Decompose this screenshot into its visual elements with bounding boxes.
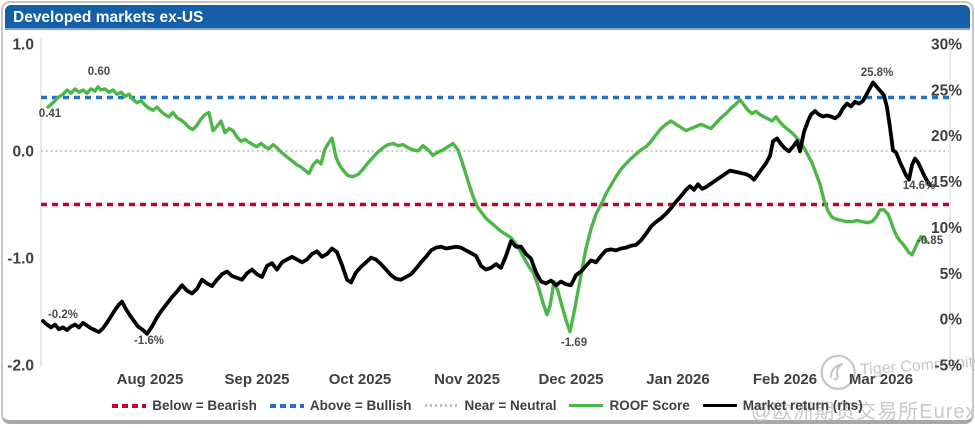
x-tick-label: Jan 2026	[646, 371, 709, 388]
legend-item: Market return (rhs)	[702, 398, 863, 413]
eurex-watermark-text: @欧洲期货交易所Eurex	[751, 401, 975, 423]
legend-swatch-solid	[702, 404, 737, 407]
x-tick-label: Oct 2025	[329, 371, 392, 388]
x-tick-label: Mar 2026	[849, 371, 913, 388]
y-left-tick-label: 1.0	[12, 37, 34, 54]
y-right-tick-label: 20%	[931, 128, 962, 145]
data-label: -1.6%	[134, 335, 164, 347]
y-left-tick-label: -1.0	[7, 251, 34, 268]
series-line	[46, 85, 929, 334]
y-right-tick-label: 10%	[931, 220, 962, 237]
legend: Below = Bearish Above = Bullish Near = Neu…	[3, 398, 972, 413]
x-tick-label: Aug 2025	[117, 371, 184, 388]
data-label: 25.8%	[861, 67, 894, 79]
legend-item: Near = Neutral	[424, 398, 557, 413]
legend-swatch-dashed	[112, 403, 147, 408]
tiger-logo-icon	[820, 354, 856, 390]
legend-label: ROOF Score	[609, 398, 690, 413]
y-left-tick-label: 0.0	[12, 144, 34, 161]
data-label: 0.41	[39, 108, 62, 120]
chart-title-bar: Developed markets ex-US	[5, 5, 970, 30]
x-tick-label: Nov 2025	[434, 371, 500, 388]
legend-item: Below = Bearish	[112, 398, 257, 413]
data-label: 0.60	[88, 66, 110, 78]
tiger-community-watermark: Tiger Community	[818, 343, 975, 392]
legend-label: Market return (rhs)	[742, 398, 863, 413]
data-label: -0.85	[917, 235, 944, 247]
y-right-tick-label: 25%	[931, 82, 962, 99]
y-right-tick-label: 5%	[940, 266, 963, 283]
y-right-tick-label: 15%	[931, 174, 962, 191]
legend-item: ROOF Score	[569, 398, 690, 413]
series-line	[41, 80, 932, 336]
data-label: 14.6%	[903, 180, 936, 192]
y-right-tick-label: 30%	[931, 37, 962, 54]
y-right-tick-label: -5%	[934, 358, 962, 375]
eurex-watermark: @欧洲期货交易所Eurex	[751, 395, 975, 424]
legend-item: Above = Bullish	[269, 398, 412, 413]
chart-canvas: 1.0 0.0 -1.0 -2.0 30% 25% 20% 15% 10% 5% 0% -5% Aug …	[7, 37, 963, 389]
data-label: -1.69	[561, 337, 587, 349]
data-label: -0.2%	[48, 309, 78, 321]
legend-swatch-dotted	[424, 404, 459, 407]
x-tick-label: Dec 2025	[538, 371, 603, 388]
legend-label: Above = Bullish	[309, 398, 412, 413]
legend-swatch-dashed	[269, 403, 304, 408]
chart-title: Developed markets ex-US	[13, 9, 204, 26]
legend-label: Near = Neutral	[464, 398, 557, 413]
y-left-tick-label: -2.0	[7, 358, 34, 375]
x-tick-label: Feb 2026	[753, 371, 817, 388]
x-tick-label: Sep 2025	[224, 371, 289, 388]
y-right-tick-label: 0%	[940, 312, 963, 329]
legend-swatch-solid	[569, 404, 604, 407]
legend-label: Below = Bearish	[152, 398, 257, 413]
